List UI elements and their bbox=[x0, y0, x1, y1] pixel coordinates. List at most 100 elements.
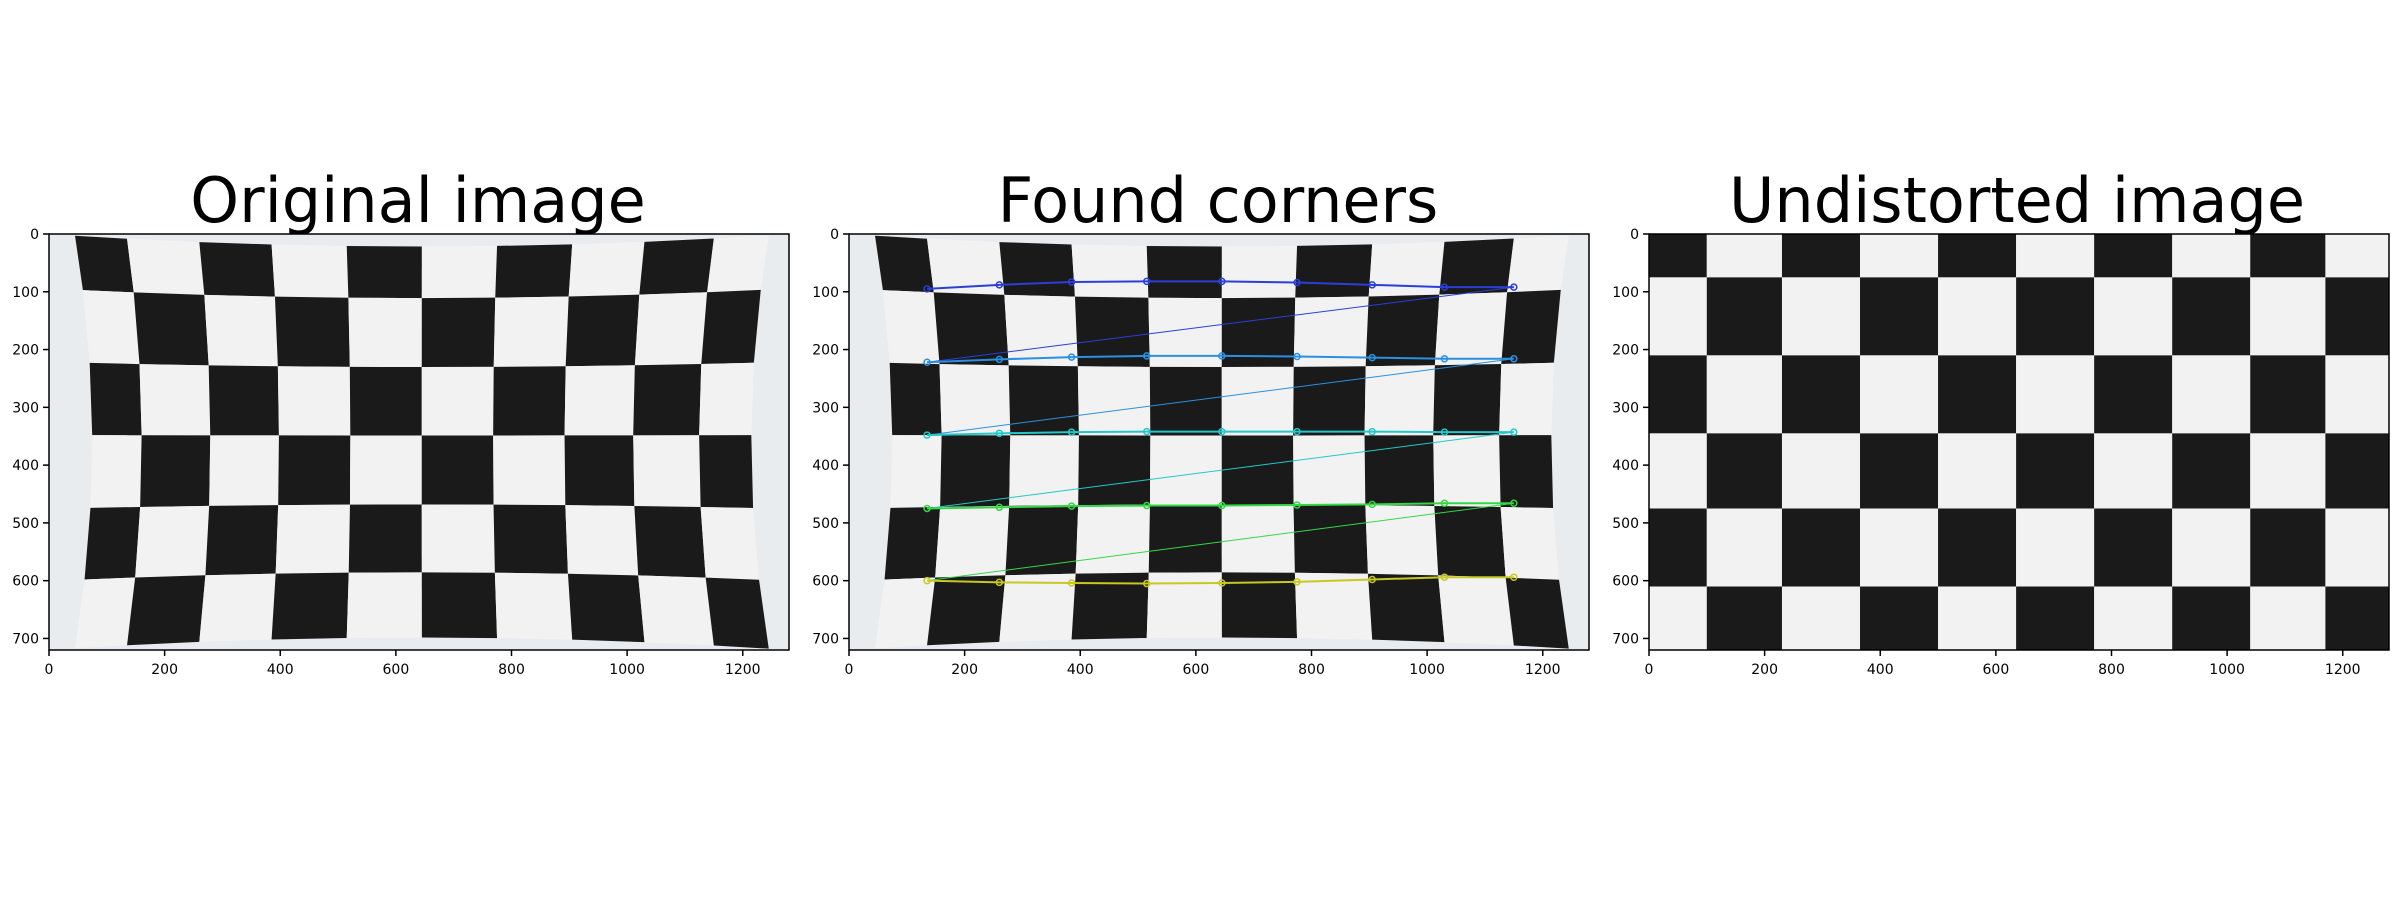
y-tick-label: 500 bbox=[1612, 516, 1639, 532]
board-square bbox=[1221, 245, 1298, 299]
board-square bbox=[2094, 234, 2173, 278]
checkerboard bbox=[849, 234, 1589, 650]
corner-point bbox=[923, 504, 931, 513]
x-tick-label: 0 bbox=[45, 662, 54, 678]
board-square bbox=[349, 435, 422, 505]
board-square bbox=[933, 292, 1009, 366]
board-square bbox=[1294, 572, 1373, 640]
board-square bbox=[705, 577, 769, 649]
board-square bbox=[699, 362, 754, 436]
board-square bbox=[633, 435, 701, 507]
y-tick-label: 300 bbox=[812, 400, 839, 416]
y-tick-label: 400 bbox=[812, 458, 839, 474]
undistorted-image-axes: 0 200 400 600 800 1000 1200 0 100 200 300 400 500 600… bbox=[1612, 227, 2390, 678]
y-tick-label: 200 bbox=[1612, 343, 1639, 359]
original-image-axes: 0 200 400 600 800 1000 1200 0 100 200 300 400 500 600… bbox=[12, 227, 790, 678]
x-tick-label: 400 bbox=[1067, 662, 1094, 678]
board-square bbox=[2016, 234, 2095, 278]
board-square bbox=[135, 505, 210, 578]
board-square bbox=[2325, 508, 2389, 587]
board-square bbox=[2172, 508, 2251, 587]
board-square bbox=[1368, 241, 1445, 297]
board-square bbox=[2094, 586, 2173, 650]
y-tick-label: 300 bbox=[12, 400, 39, 416]
y-tick-label: 500 bbox=[12, 516, 39, 532]
board-square bbox=[2325, 277, 2389, 356]
y-tick-label: 300 bbox=[1612, 400, 1639, 416]
y-tick-label: 100 bbox=[1612, 285, 1639, 301]
board-square bbox=[633, 364, 702, 436]
board-square bbox=[1075, 504, 1150, 574]
board-square bbox=[939, 364, 1011, 436]
board-square bbox=[1649, 586, 1707, 650]
board-square bbox=[927, 238, 1005, 295]
corner-point bbox=[1293, 427, 1301, 436]
y-tick-label: 0 bbox=[830, 227, 839, 243]
board-square bbox=[707, 235, 769, 293]
x-tick-label: 1200 bbox=[725, 662, 761, 678]
board-square bbox=[1706, 277, 1782, 356]
board-square bbox=[1148, 297, 1222, 368]
corner-point bbox=[1368, 353, 1376, 362]
board-square bbox=[2172, 586, 2251, 650]
corner-point bbox=[1293, 352, 1301, 361]
board-square bbox=[1365, 294, 1440, 367]
board-square bbox=[999, 573, 1076, 642]
corner-row-line bbox=[926, 280, 1514, 290]
board-square bbox=[1781, 586, 1861, 650]
board-square bbox=[1499, 435, 1554, 509]
board-square bbox=[75, 235, 134, 293]
corner-point bbox=[1218, 501, 1226, 510]
board-square bbox=[2016, 586, 2095, 650]
board-square bbox=[1293, 435, 1366, 506]
board-square bbox=[999, 242, 1075, 297]
board-square bbox=[1499, 362, 1554, 436]
corner-row-line bbox=[927, 354, 1514, 364]
board-square bbox=[875, 235, 934, 293]
board-square bbox=[2094, 277, 2173, 356]
board-square bbox=[275, 504, 350, 574]
panel-title-original: Original image bbox=[190, 164, 646, 237]
board-square bbox=[349, 366, 422, 436]
corner-point bbox=[1440, 573, 1449, 581]
corner-point bbox=[995, 578, 1004, 587]
board-square bbox=[1005, 505, 1079, 576]
board-square bbox=[2172, 433, 2251, 509]
board-square bbox=[421, 504, 495, 573]
board-square bbox=[421, 366, 494, 436]
board-square bbox=[1706, 234, 1782, 278]
y-tick-label: 100 bbox=[812, 285, 839, 301]
board-square bbox=[1009, 435, 1079, 506]
x-tick-label: 600 bbox=[1183, 662, 1210, 678]
board-square bbox=[564, 365, 635, 436]
board-square bbox=[2250, 234, 2326, 278]
board-square bbox=[346, 246, 422, 299]
board-square bbox=[1649, 433, 1707, 509]
board-square bbox=[634, 505, 706, 578]
board-square bbox=[2094, 433, 2173, 509]
corner-point bbox=[1440, 355, 1449, 363]
board-square bbox=[494, 572, 573, 640]
board-square bbox=[565, 294, 640, 367]
board-square bbox=[1364, 435, 1435, 506]
board-square bbox=[1649, 508, 1707, 587]
board-square bbox=[1293, 504, 1368, 574]
y-tick-label: 0 bbox=[30, 227, 39, 243]
board-square bbox=[2250, 355, 2326, 434]
y-tick-label: 400 bbox=[12, 458, 39, 474]
board-square bbox=[2250, 433, 2326, 509]
corner-point bbox=[1142, 579, 1151, 588]
board-square bbox=[1221, 504, 1295, 573]
y-tick-label: 200 bbox=[812, 343, 839, 359]
board-square bbox=[1433, 364, 1502, 436]
board-square bbox=[1004, 294, 1078, 367]
board-square bbox=[84, 506, 141, 580]
board-square bbox=[940, 435, 1011, 507]
board-square bbox=[271, 244, 349, 298]
board-square bbox=[493, 366, 566, 436]
board-square bbox=[1077, 366, 1151, 436]
panel-title-corners: Found corners bbox=[997, 164, 1439, 237]
board-square bbox=[1649, 277, 1707, 356]
board-square bbox=[348, 297, 422, 368]
board-square bbox=[1706, 586, 1782, 650]
